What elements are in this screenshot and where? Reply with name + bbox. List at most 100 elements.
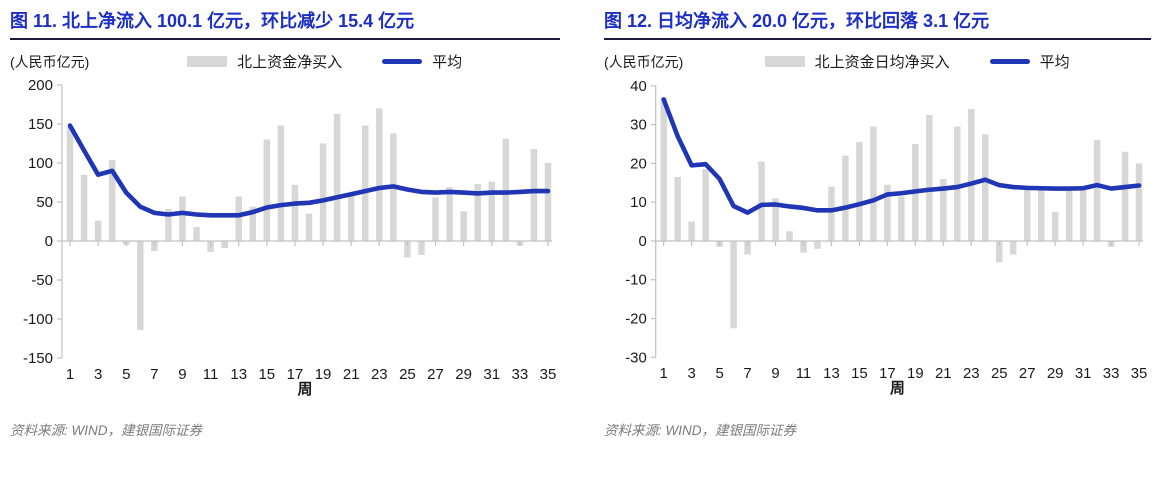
bar-week-28 [1037, 188, 1045, 241]
y-tick-label: 30 [630, 117, 647, 133]
bar-week-23 [376, 107, 383, 241]
bar-week-28 [446, 186, 453, 241]
x-tick-label: 7 [150, 366, 158, 383]
x-tick-label: 9 [771, 366, 779, 382]
bar-week-7 [151, 240, 158, 251]
x-tick-label: 15 [258, 366, 275, 383]
figure-11-panel: 图 11. 北上净流入 100.1 亿元，环比减少 15.4 亿元 (人民币亿元… [10, 10, 560, 439]
figure-11-title: 图 11. 北上净流入 100.1 亿元，环比减少 15.4 亿元 [10, 10, 560, 40]
x-tick-label: 19 [907, 366, 924, 382]
x-tick-label: 27 [1019, 366, 1036, 382]
bar-week-11 [800, 240, 807, 253]
bar-week-27 [432, 196, 439, 241]
y-tick-label: 200 [28, 77, 53, 94]
bar-week-3 [688, 221, 695, 241]
bar-week-6 [730, 240, 737, 328]
legend-item-bar-series: 北上资金日均净买入 [764, 51, 950, 72]
legend-item-bar-series: 北上资金净买入 [187, 51, 342, 72]
bar-week-17 [884, 184, 891, 241]
bar-week-23 [968, 108, 975, 241]
bar-week-4 [108, 159, 116, 241]
bar-week-15 [263, 139, 271, 241]
bar-series-swatch [764, 56, 805, 67]
bar-week-24 [982, 133, 989, 241]
x-tick-label: 9 [178, 366, 186, 383]
x-tick-label: 25 [399, 366, 416, 383]
x-tick-label: 5 [122, 366, 130, 383]
x-tick-label: 31 [1075, 366, 1092, 382]
y-tick-label: -10 [625, 272, 647, 288]
bar-week-35 [1135, 162, 1143, 241]
bar-series-swatch [187, 56, 228, 67]
x-tick-label: 3 [687, 366, 695, 382]
x-tick-label: 17 [879, 366, 896, 382]
y-tick-label: 40 [630, 78, 647, 94]
bar-week-26 [418, 240, 425, 255]
bar-week-7 [744, 240, 751, 255]
average-line [67, 122, 551, 218]
bar-week-32 [502, 138, 510, 241]
y-tick-label: 20 [630, 156, 647, 172]
bar-week-16 [277, 125, 285, 241]
bar-week-19 [319, 143, 327, 241]
x-tick-label: 25 [991, 366, 1008, 382]
bar-week-10 [786, 230, 793, 241]
bar-week-25 [404, 240, 411, 257]
bar-week-29 [1051, 211, 1059, 241]
legend-item-average-line: 平均 [382, 51, 462, 72]
x-tick-label: 33 [1103, 366, 1120, 382]
bar-week-32 [1093, 139, 1101, 241]
bar-week-9 [179, 196, 186, 241]
y-tick-label: -50 [31, 272, 53, 289]
x-tick-label: 21 [343, 366, 360, 383]
bar-week-10 [193, 226, 200, 241]
x-tick-label: 11 [203, 366, 219, 383]
bar-week-22 [361, 125, 369, 241]
legend-item-average-line: 平均 [989, 51, 1070, 72]
bar-week-29 [460, 210, 467, 241]
x-tick-label: 23 [963, 366, 980, 382]
bar-week-11 [207, 240, 214, 252]
bar-week-8 [758, 160, 765, 241]
y-tick-label: 150 [28, 116, 53, 133]
figure-12-title: 图 12. 日均净流入 20.0 亿元，环比回落 3.1 亿元 [604, 10, 1151, 40]
average-line-label: 平均 [1039, 54, 1070, 71]
x-tick-label: 17 [287, 366, 304, 383]
y-axis-unit-label: (人民币亿元) [10, 53, 90, 70]
bar-week-13 [235, 196, 242, 241]
bar-week-27 [1023, 188, 1031, 241]
x-tick-label: 13 [230, 366, 247, 383]
x-tick-label: 11 [796, 366, 811, 382]
bar-series-label: 北上资金净买入 [237, 54, 343, 71]
bar-week-17 [291, 184, 299, 241]
bar-week-22 [954, 126, 961, 241]
x-tick-label: 21 [935, 366, 952, 382]
bar-week-31 [1079, 190, 1087, 241]
x-tick-label: 33 [512, 366, 529, 383]
figure-11-chart-header: (人民币亿元) 北上资金净买入 平均 [10, 51, 560, 73]
average-line-swatch [382, 59, 423, 64]
figure-11-legend: 北上资金净买入 平均 [89, 51, 560, 72]
y-tick-label: 0 [638, 233, 646, 249]
bar-week-30 [1065, 188, 1073, 241]
y-tick-label: -150 [23, 350, 53, 367]
bar-week-21 [347, 192, 355, 241]
bar-week-21 [940, 178, 947, 241]
x-tick-label: 31 [483, 366, 500, 383]
x-tick-label: 29 [1047, 366, 1064, 382]
y-tick-label: 0 [45, 233, 53, 250]
bar-week-4 [702, 168, 709, 241]
bar-week-12 [221, 240, 228, 248]
bar-week-26 [1009, 240, 1017, 255]
bar-week-34 [1121, 151, 1129, 241]
bar-week-2 [674, 176, 681, 241]
x-tick-label: 27 [427, 366, 444, 383]
y-tick-label: -20 [625, 311, 647, 327]
bar-week-35 [544, 162, 552, 241]
figure-11-source-note: 资料来源: WIND，建银国际证券 [10, 422, 202, 438]
bar-week-2 [80, 174, 88, 241]
bar-week-31 [488, 181, 496, 241]
bar-week-25 [996, 240, 1003, 262]
x-tick-label: 1 [66, 366, 74, 383]
